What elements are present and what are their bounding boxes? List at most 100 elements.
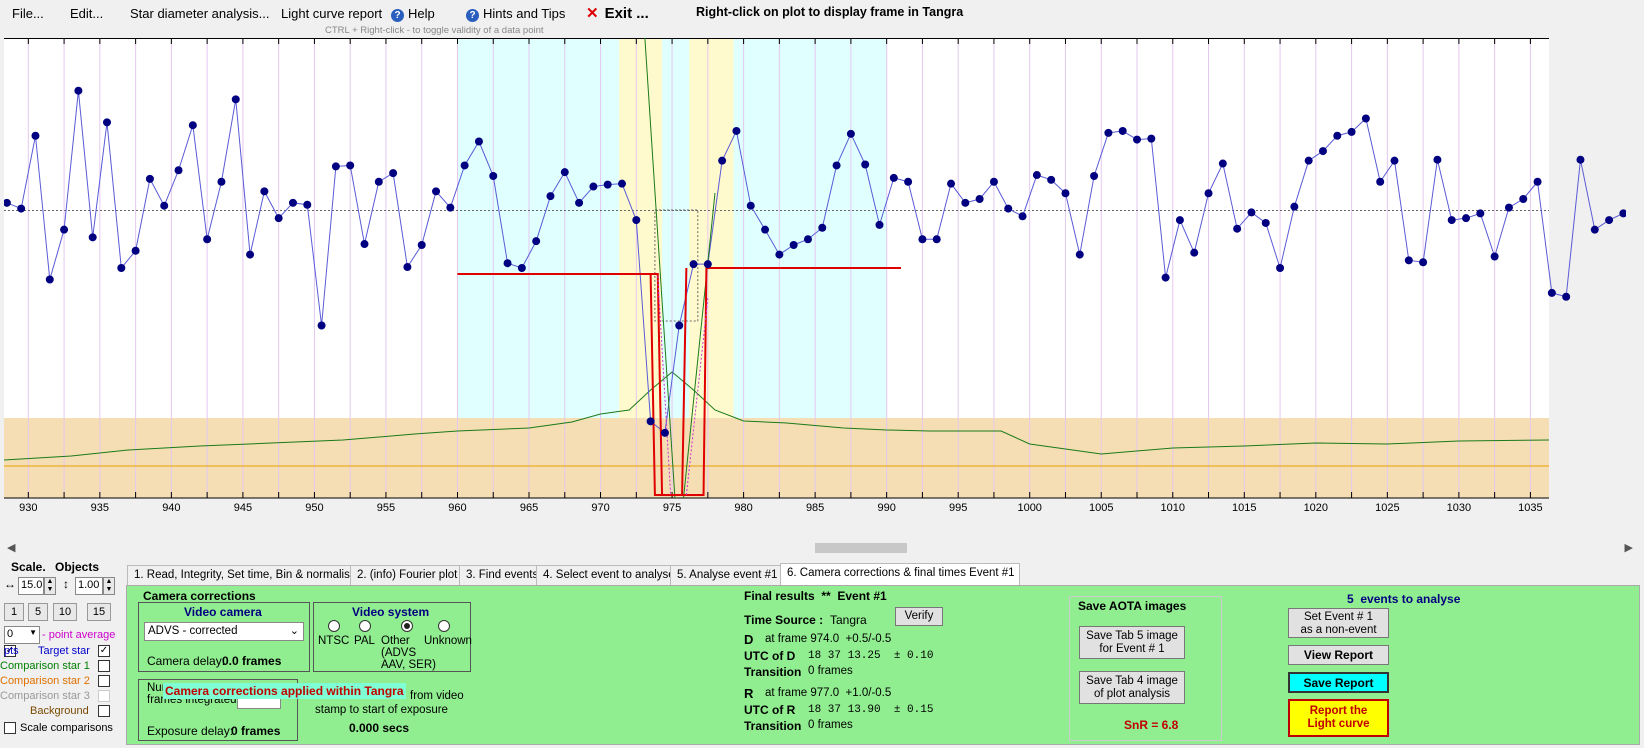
pal-radio[interactable] xyxy=(359,620,371,632)
set-non-event-button[interactable]: Set Event # 1 as a non-event xyxy=(1288,608,1389,638)
save-tab5-button[interactable]: Save Tab 5 image for Event # 1 xyxy=(1079,626,1185,659)
event-dotted-box xyxy=(654,209,699,322)
target-star-point xyxy=(918,235,927,244)
checkmark-icon: ✓ xyxy=(98,645,110,658)
target-star-point xyxy=(188,121,197,130)
target-star-point xyxy=(618,179,626,188)
target-star-point xyxy=(374,177,383,186)
target-star-point xyxy=(675,321,684,330)
scale-x-input[interactable]: 15.0 xyxy=(18,577,44,595)
scale-y-stepper[interactable]: ▲ ▼ xyxy=(103,577,115,595)
target-star-point xyxy=(145,174,154,183)
camera-corrections-panel: Camera corrections Video camera ADVS - c… xyxy=(126,585,1640,745)
zoom-5-button[interactable]: 5 xyxy=(28,603,48,621)
comparison-3-checkbox[interactable] xyxy=(98,690,110,703)
model-green-line-r xyxy=(683,192,716,499)
save-tab4-button[interactable]: Save Tab 4 image of plot analysis xyxy=(1079,671,1185,704)
menu-star-diameter[interactable]: Star diameter analysis... xyxy=(130,6,270,21)
chevron-down-icon: ⌄ xyxy=(289,625,299,637)
yellow-band-0 xyxy=(619,38,663,418)
utc-r-value: 18 37 13.90 ± 0.15 xyxy=(808,704,934,716)
target-star-point xyxy=(689,260,698,269)
target-star-point xyxy=(1490,252,1499,261)
target-star-point xyxy=(1104,128,1113,137)
unknown-radio[interactable] xyxy=(438,620,450,632)
x-tick-label: 1035 xyxy=(1518,502,1542,514)
target-star-point xyxy=(1161,273,1170,282)
target-star-point xyxy=(1047,175,1056,184)
x-tick-label: 1020 xyxy=(1304,502,1328,514)
zoom-1-button[interactable]: 1 xyxy=(4,603,24,621)
menu-help[interactable]: ? Help xyxy=(391,6,435,22)
comparison-3-label: Comparison star 3 xyxy=(0,690,90,702)
from-video-label: from video xyxy=(410,690,464,702)
pts-checkbox[interactable]: ✓ xyxy=(4,645,16,658)
close-icon: ✕ xyxy=(586,5,599,22)
other-radio[interactable] xyxy=(401,620,413,632)
tab-read-integrity[interactable]: 1. Read, Integrity, Set time, Bin & norm… xyxy=(127,565,362,585)
target-star-point xyxy=(875,220,884,229)
point-average-label: - point average xyxy=(42,629,116,641)
menu-file[interactable]: File... xyxy=(12,6,44,21)
scroll-right-icon[interactable]: ▶ xyxy=(1624,542,1633,554)
transition-d-label: Transition xyxy=(744,665,802,679)
target-star-point xyxy=(632,216,641,225)
scrollbar-thumb[interactable] xyxy=(815,543,907,553)
point-average-select[interactable]: 0 ▼ xyxy=(4,626,40,644)
verify-button[interactable]: Verify xyxy=(895,607,943,626)
tab-camera-corrections[interactable]: 6. Camera corrections & final times Even… xyxy=(780,563,1020,585)
scale-comparisons-label: Scale comparisons xyxy=(20,722,113,734)
target-star-point xyxy=(474,137,483,146)
utc-d-label: UTC of D xyxy=(744,649,796,663)
menu-light-curve-report[interactable]: Light curve report xyxy=(281,6,383,21)
tab-analyse-event[interactable]: 5. Analyse event #1 xyxy=(670,565,783,585)
target-star-point xyxy=(1133,135,1141,144)
target-star-point xyxy=(989,177,998,186)
target-star-checkbox[interactable]: ✓ xyxy=(98,645,110,658)
camera-model-select[interactable]: ADVS - corrected ⌄ xyxy=(144,622,304,641)
view-report-button[interactable]: View Report xyxy=(1288,645,1389,665)
target-star-point xyxy=(489,172,498,180)
target-star-point xyxy=(889,173,898,182)
report-light-curve-button[interactable]: Report the Light curve xyxy=(1288,699,1389,737)
target-star-point xyxy=(74,86,83,95)
scroll-left-icon[interactable]: ◀ xyxy=(7,542,16,554)
exposure-delay-label: Exposure delay: xyxy=(147,724,234,738)
comparison-2-checkbox[interactable] xyxy=(98,675,110,688)
save-report-button[interactable]: Save Report xyxy=(1288,672,1389,693)
zoom-10-button[interactable]: 10 xyxy=(53,603,77,621)
target-star-point xyxy=(503,259,512,268)
menu-edit[interactable]: Edit... xyxy=(70,6,104,21)
target-star-point xyxy=(174,166,183,175)
target-star-point xyxy=(846,129,855,138)
transition-r-value: 0 frames xyxy=(808,719,853,731)
target-star-point xyxy=(575,198,584,207)
target-star-point xyxy=(1018,212,1027,221)
ntsc-radio[interactable] xyxy=(328,620,340,632)
target-star-point xyxy=(446,203,455,212)
video-camera-box: Video camera ADVS - corrected ⌄ Camera de… xyxy=(138,602,310,672)
menu-hints[interactable]: ? Hints and Tips xyxy=(466,6,565,22)
scale-comparisons-checkbox[interactable] xyxy=(4,722,16,735)
tab-fourier[interactable]: 2. (info) Fourier plot xyxy=(350,565,463,585)
x-tick-label: 1030 xyxy=(1447,502,1471,514)
plot-scrollbar[interactable]: ◀ ▶ xyxy=(4,540,1636,555)
scale-label: Scale. xyxy=(11,560,46,574)
target-star-point xyxy=(60,225,69,234)
menu-exit[interactable]: ✕ Exit ... xyxy=(586,4,649,22)
scale-y-input[interactable]: 1.00 xyxy=(75,577,103,595)
light-curve-plot[interactable]: 930 935 940 945 950 955 960 965 970 975 980 985 990 9… xyxy=(4,38,1626,538)
tab-find-events[interactable]: 3. Find events xyxy=(459,565,544,585)
comparison-1-checkbox[interactable] xyxy=(98,660,110,673)
target-star-point xyxy=(1090,172,1099,180)
target-star-point xyxy=(45,275,54,284)
background-checkbox[interactable] xyxy=(98,705,110,718)
tab-select-event[interactable]: 4. Select event to analyse xyxy=(536,565,680,585)
video-system-box: Video system NTSC PAL Other Unknown (ADV… xyxy=(313,602,472,672)
zoom-15-button[interactable]: 15 xyxy=(87,603,111,621)
scale-x-stepper[interactable]: ▲ ▼ xyxy=(44,577,56,595)
hints-icon: ? xyxy=(466,9,479,22)
target-star-point xyxy=(532,237,541,246)
x-tick-label: 1015 xyxy=(1232,502,1256,514)
target-star-label: Target star xyxy=(38,645,90,657)
